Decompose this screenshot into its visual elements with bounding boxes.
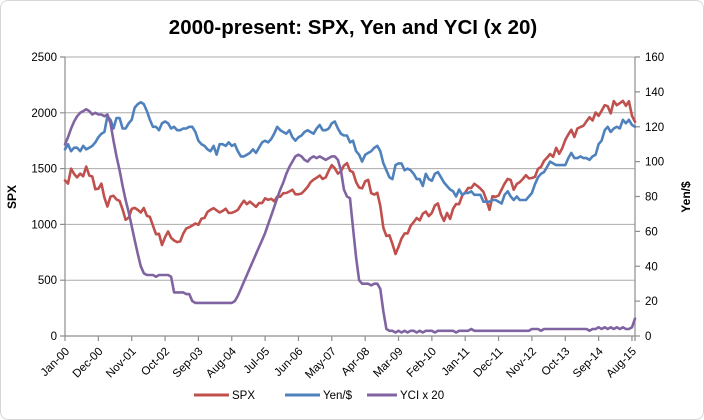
svg-text:Nov-12: Nov-12 xyxy=(504,346,539,381)
svg-text:Jun-06: Jun-06 xyxy=(272,346,305,379)
legend-label-spx: SPX xyxy=(232,390,255,402)
svg-text:Sep-14: Sep-14 xyxy=(571,345,606,380)
svg-text:0: 0 xyxy=(645,331,651,343)
svg-text:60: 60 xyxy=(645,226,658,238)
svg-text:120: 120 xyxy=(645,122,664,134)
right-axis-tick-labels: 0 20 40 60 80 100 120 140 160 xyxy=(645,52,664,343)
svg-text:0: 0 xyxy=(51,331,57,343)
svg-text:May-07: May-07 xyxy=(303,346,339,382)
svg-text:160: 160 xyxy=(645,52,664,64)
svg-text:20: 20 xyxy=(645,296,658,308)
svg-text:Aug-04: Aug-04 xyxy=(204,345,239,380)
legend: SPX Yen/$ YCI x 20 xyxy=(194,390,444,402)
svg-text:1000: 1000 xyxy=(31,219,57,231)
svg-text:Nov-01: Nov-01 xyxy=(104,346,139,381)
svg-text:Dec-11: Dec-11 xyxy=(472,346,506,380)
svg-text:Dec-00: Dec-00 xyxy=(71,346,106,381)
data-series-lines xyxy=(63,99,637,334)
svg-text:500: 500 xyxy=(38,275,57,287)
svg-text:Oct-13: Oct-13 xyxy=(539,346,572,379)
left-axis-tick-labels: 0 500 1000 1500 2000 2500 xyxy=(31,52,57,343)
svg-text:140: 140 xyxy=(645,87,664,99)
svg-text:Jul-05: Jul-05 xyxy=(242,346,273,377)
svg-text:Feb-10: Feb-10 xyxy=(405,346,439,380)
svg-text:Apr-08: Apr-08 xyxy=(339,346,372,379)
chart-title: 2000-present: SPX, Yen and YCI (x 20) xyxy=(169,16,537,39)
legend-label-yci: YCI x 20 xyxy=(400,390,444,402)
svg-text:80: 80 xyxy=(645,192,658,204)
svg-text:Sep-03: Sep-03 xyxy=(171,346,206,381)
left-axis-title: SPX xyxy=(5,185,19,209)
legend-label-yen: Yen/$ xyxy=(323,390,353,402)
svg-text:1500: 1500 xyxy=(31,164,57,176)
svg-text:Aug-15: Aug-15 xyxy=(604,346,639,381)
svg-text:Jan-11: Jan-11 xyxy=(440,346,473,379)
svg-text:100: 100 xyxy=(645,157,664,169)
svg-text:2500: 2500 xyxy=(31,52,57,64)
svg-text:Mar-09: Mar-09 xyxy=(371,346,405,380)
right-axis-title: Yen/$ xyxy=(679,181,693,213)
svg-text:40: 40 xyxy=(645,261,658,273)
svg-text:Oct-02: Oct-02 xyxy=(139,346,172,379)
svg-text:2000: 2000 xyxy=(31,108,57,120)
axis-lines xyxy=(60,56,640,341)
svg-text:Jan-00: Jan-00 xyxy=(39,346,72,379)
